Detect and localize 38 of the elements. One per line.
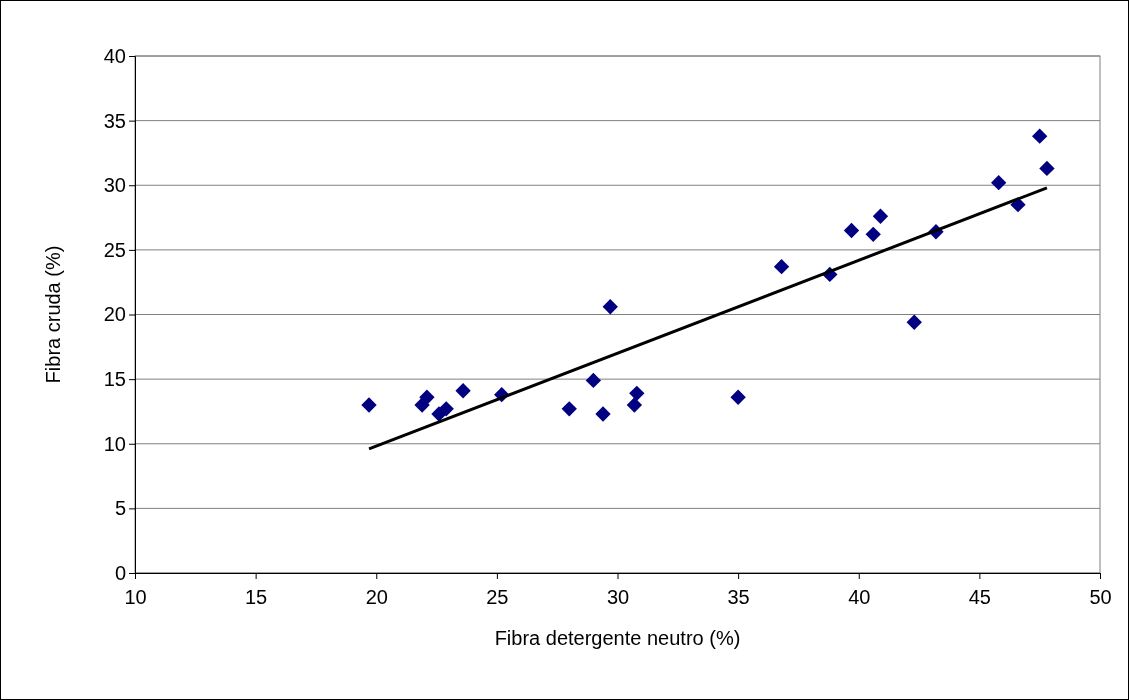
x-axis-title: Fibra detergente neutro (%): [494, 627, 741, 649]
point: [872, 208, 889, 224]
point: [561, 401, 577, 417]
point: [865, 226, 881, 243]
y-tick-label: 40: [103, 44, 126, 67]
y-tick-label: 10: [103, 432, 126, 455]
x-tick-label: 15: [245, 586, 268, 608]
x-tick-label: 40: [848, 586, 871, 608]
x-tick-label: 30: [606, 586, 630, 608]
point: [455, 383, 471, 399]
point: [438, 401, 454, 417]
y-tick-label: 30: [103, 174, 126, 197]
y-tick-label: 15: [103, 368, 126, 391]
point: [730, 389, 746, 405]
point: [626, 397, 643, 413]
point: [843, 222, 860, 239]
point: [1032, 128, 1048, 144]
point: [419, 389, 435, 405]
point: [602, 299, 618, 315]
point: [906, 314, 922, 330]
y-tick-label: 25: [103, 238, 126, 261]
x-tick-label: 45: [968, 586, 991, 608]
point: [361, 397, 377, 413]
y-tick-label: 0: [114, 561, 126, 584]
point: [595, 406, 611, 422]
point: [1039, 160, 1055, 177]
y-axis-title: Fibra cruda (%): [42, 245, 64, 384]
point: [585, 372, 602, 389]
x-tick-label: 50: [1089, 586, 1112, 608]
point: [991, 174, 1007, 191]
point: [773, 259, 790, 275]
x-tick-label: 20: [365, 586, 388, 608]
y-tick-label: 35: [103, 109, 126, 132]
x-tick-label: 25: [486, 586, 509, 608]
y-tick-label: 5: [114, 497, 126, 520]
y-tick-label: 20: [103, 303, 126, 326]
x-tick-label: 35: [727, 586, 750, 608]
point: [629, 385, 645, 402]
